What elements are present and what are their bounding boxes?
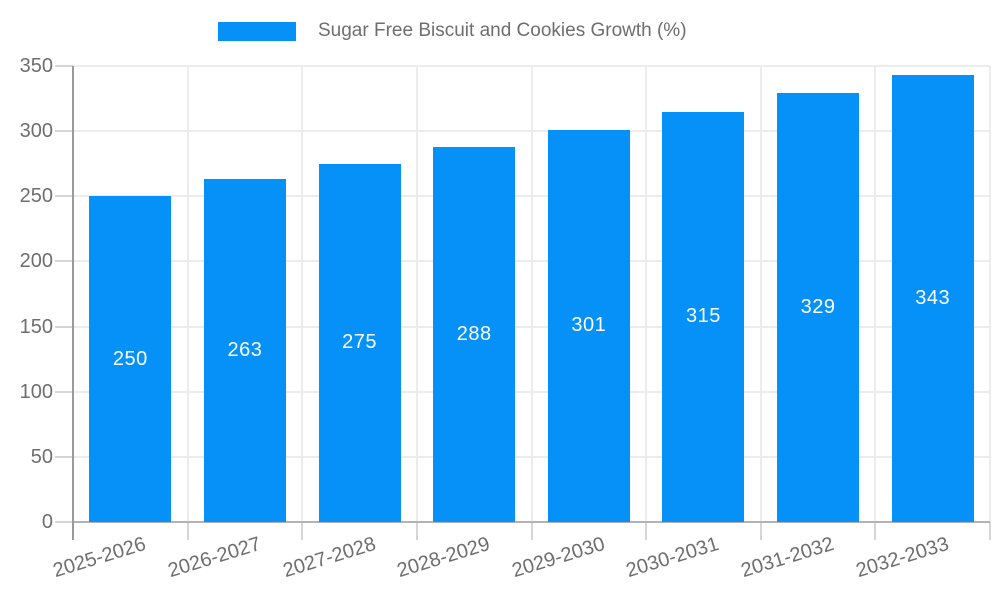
bar-value-label: 275: [342, 331, 377, 354]
gridline-vertical: [301, 66, 304, 522]
y-axis-tick-label: 150: [19, 315, 53, 338]
bar-value-label: 263: [227, 339, 263, 362]
bar[interactable]: 343: [891, 75, 974, 522]
y-axis-tick-label: 200: [19, 250, 53, 273]
bar-value-label: 315: [686, 305, 721, 328]
bar[interactable]: 288: [433, 146, 516, 522]
x-axis-tick: [874, 522, 877, 540]
bar-value-label: 301: [571, 314, 607, 337]
bar[interactable]: 301: [547, 129, 630, 522]
y-axis-tick: [55, 195, 73, 198]
bar-value-label: 288: [456, 322, 492, 345]
y-axis-tick: [55, 455, 73, 458]
y-axis-tick: [55, 325, 73, 328]
gridline-vertical: [645, 66, 648, 522]
bar[interactable]: 275: [318, 163, 401, 522]
x-axis-tick: [989, 522, 991, 540]
bar[interactable]: 263: [203, 179, 286, 522]
bar[interactable]: 315: [662, 111, 745, 522]
gridline-vertical: [989, 66, 991, 522]
legend-label[interactable]: Sugar Free Biscuit and Cookies Growth (%…: [318, 20, 687, 41]
gridline-vertical: [415, 66, 418, 522]
gridline-vertical: [186, 66, 189, 522]
x-axis-tick: [759, 522, 762, 540]
y-axis-tick-label: 50: [30, 445, 53, 468]
legend-swatch[interactable]: [218, 21, 296, 41]
y-axis-tick: [55, 390, 73, 393]
x-axis-tick: [645, 522, 648, 540]
bar-value-label: 343: [915, 287, 951, 310]
x-axis-line: [73, 521, 990, 523]
bar[interactable]: 250: [89, 196, 172, 522]
x-axis-tick: [415, 522, 418, 540]
y-axis-tick: [55, 65, 73, 67]
x-axis-tick: [186, 522, 189, 540]
y-axis-tick: [55, 260, 73, 263]
y-axis-line: [72, 66, 74, 540]
gridline-vertical: [759, 66, 762, 522]
bar-value-label: 250: [112, 347, 148, 370]
y-axis-tick-label: 350: [19, 55, 53, 77]
gridline-vertical: [530, 66, 533, 522]
bar-value-label: 329: [800, 296, 836, 319]
y-axis-tick-label: 250: [19, 185, 53, 208]
x-axis-tick: [530, 522, 533, 540]
y-axis-tick-label: 100: [19, 380, 53, 403]
legend[interactable]: Sugar Free Biscuit and Cookies Growth (%…: [218, 19, 687, 43]
y-axis-tick-label: 0: [41, 511, 53, 533]
y-axis-tick: [55, 130, 73, 133]
gridline-vertical: [874, 66, 877, 522]
x-axis-tick: [301, 522, 304, 540]
bar[interactable]: 329: [777, 93, 860, 522]
y-axis-tick-label: 300: [19, 120, 53, 143]
y-axis-tick: [55, 521, 73, 523]
